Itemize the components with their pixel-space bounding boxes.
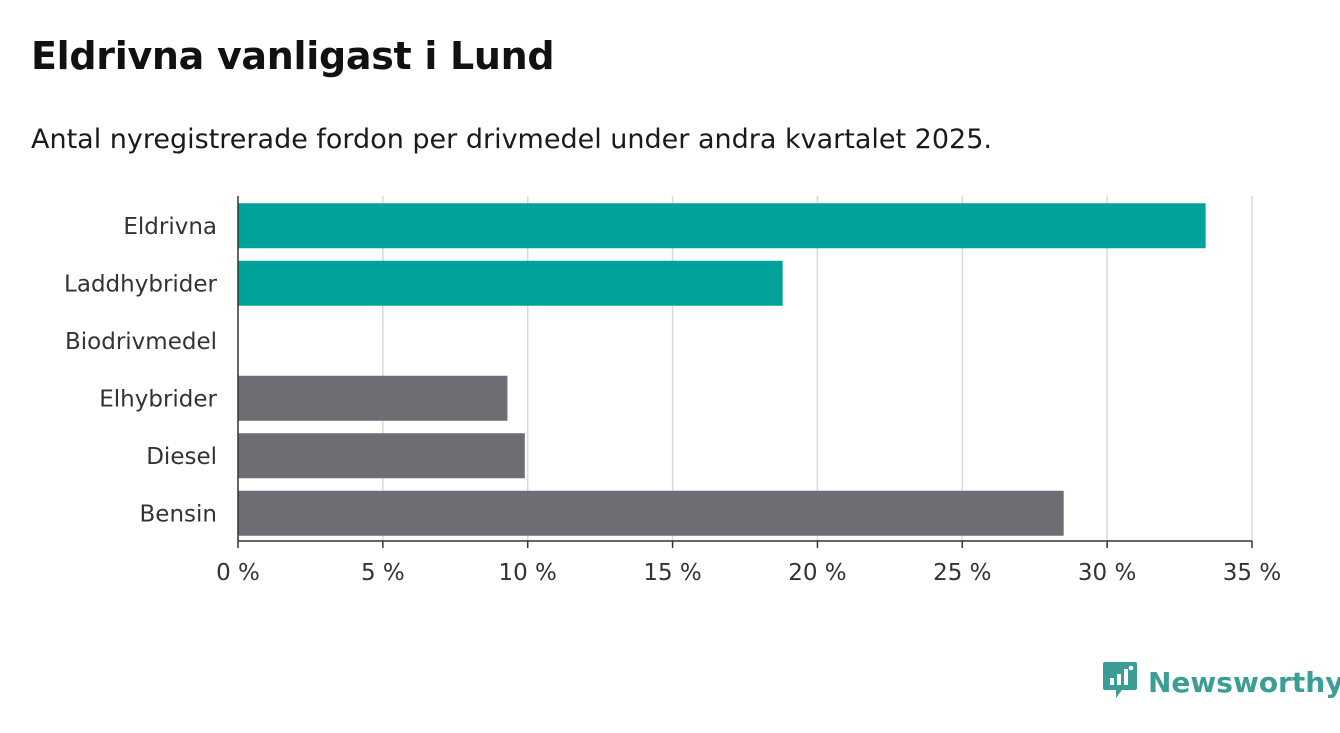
- grid-lines: [382, 196, 1253, 541]
- brand-name: Newsworthy: [1148, 665, 1340, 699]
- x-tick-label: 35 %: [1223, 560, 1281, 586]
- category-label: Bensin: [140, 501, 217, 527]
- x-tick-label: 30 %: [1078, 560, 1136, 586]
- bar-diesel: [238, 433, 525, 479]
- bar-eldrivna: [238, 203, 1206, 249]
- category-label: Laddhybrider: [64, 271, 217, 297]
- category-label: Elhybrider: [99, 386, 217, 412]
- newsworthy-chart-bubble-icon: [1102, 660, 1138, 704]
- x-tick-label: 0 %: [216, 560, 260, 586]
- x-tick-label: 5 %: [361, 560, 405, 586]
- x-tick-label: 10 %: [498, 560, 556, 586]
- x-tick-label: 20 %: [788, 560, 846, 586]
- category-label: Eldrivna: [123, 214, 217, 240]
- x-axis: 0 % 5 % 10 % 15 % 20 % 25 % 30 % 35 %: [216, 196, 1281, 586]
- bar-elhybrider: [238, 375, 508, 421]
- bar-bensin: [238, 490, 1064, 536]
- category-label: Diesel: [146, 444, 217, 470]
- bars: [238, 203, 1206, 536]
- chart-title: Eldrivna vanligast i Lund: [31, 34, 555, 78]
- category-label: Biodrivmedel: [65, 329, 217, 355]
- category-labels: Eldrivna Laddhybrider Biodrivmedel Elhybrid…: [64, 214, 217, 528]
- newsworthy-logo: Newsworthy: [1102, 660, 1340, 704]
- x-tick-label: 15 %: [643, 560, 701, 586]
- bar-laddhybrider: [238, 260, 783, 306]
- x-tick-label: 25 %: [933, 560, 991, 586]
- chart-subtitle: Antal nyregistrerade fordon per drivmede…: [31, 124, 992, 155]
